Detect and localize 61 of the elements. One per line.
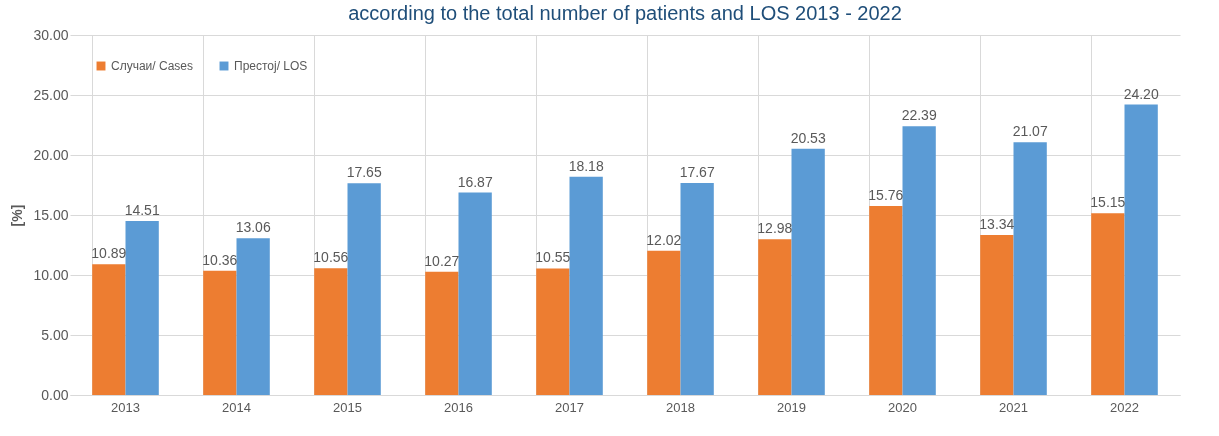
- data-label: 13.06: [235, 219, 271, 236]
- data-label: 10.56: [313, 249, 349, 266]
- x-tick-label: 2020: [888, 399, 917, 415]
- bar: [425, 271, 459, 395]
- bar: [680, 182, 714, 395]
- legend-label: Престој/ LOS: [234, 59, 308, 73]
- bar: [92, 264, 126, 395]
- bar: [1124, 104, 1158, 395]
- x-tick-label: 2016: [444, 399, 473, 415]
- y-tick-label: 20.00: [33, 146, 69, 163]
- x-tick-label: 2018: [666, 399, 695, 415]
- bar: [569, 176, 603, 395]
- x-tick-label: 2021: [999, 399, 1028, 415]
- data-label: 15.76: [868, 186, 904, 203]
- data-label: 12.98: [757, 220, 793, 237]
- data-label: 12.02: [646, 231, 682, 248]
- bar: [647, 250, 681, 395]
- data-label: 13.34: [979, 215, 1015, 232]
- bar: [203, 270, 237, 395]
- data-label: 14.51: [124, 201, 160, 218]
- bar: [1013, 142, 1047, 395]
- data-label: 21.07: [1012, 123, 1048, 140]
- bar: [902, 126, 936, 395]
- data-label: 20.53: [790, 129, 826, 146]
- x-tick-label: 2013: [111, 399, 140, 415]
- chart-title: according to the total number of patients and LOS 2013 - 2022: [348, 2, 902, 24]
- bar: [458, 192, 492, 395]
- data-label: 17.67: [679, 163, 715, 180]
- bar: [314, 268, 348, 395]
- y-tick-label: 0.00: [41, 386, 69, 403]
- data-label: 16.87: [457, 173, 493, 190]
- x-tick-label: 2017: [555, 399, 584, 415]
- legend-label: Случаи/ Cases: [111, 59, 193, 73]
- x-tick-label: 2014: [222, 399, 251, 415]
- bar: [236, 238, 270, 395]
- bar: [791, 148, 825, 395]
- bar: [980, 234, 1014, 395]
- y-tick-label: 25.00: [33, 86, 69, 103]
- data-label: 10.89: [91, 245, 127, 262]
- y-tick-label: 15.00: [33, 206, 69, 223]
- x-tick-label: 2022: [1110, 399, 1139, 415]
- y-tick-label: 30.00: [33, 26, 69, 43]
- data-label: 10.55: [535, 249, 571, 266]
- y-tick-label: 5.00: [41, 326, 69, 343]
- bar: [347, 183, 381, 395]
- bar: [536, 268, 570, 395]
- bar: [1091, 213, 1125, 395]
- data-label: 24.20: [1123, 85, 1159, 102]
- x-tick-label: 2015: [333, 399, 362, 415]
- y-axis-title: [%]: [9, 204, 26, 227]
- bar: [125, 220, 159, 395]
- x-tick-label: 2019: [777, 399, 806, 415]
- data-label: 15.15: [1090, 194, 1126, 211]
- bar: [758, 239, 792, 395]
- data-label: 17.65: [346, 164, 382, 181]
- data-label: 18.18: [568, 157, 604, 174]
- data-label: 10.36: [202, 251, 238, 268]
- y-tick-label: 10.00: [33, 266, 69, 283]
- data-label: 22.39: [901, 107, 937, 124]
- data-label: 10.27: [424, 252, 460, 269]
- bar: [869, 205, 903, 395]
